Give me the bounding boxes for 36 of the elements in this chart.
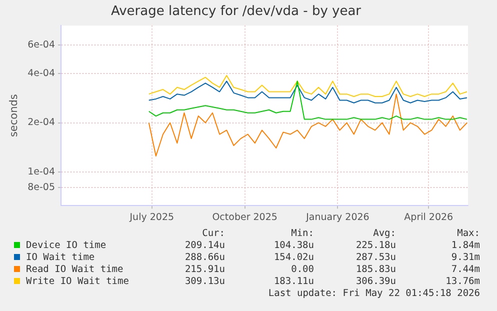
x-tick-label: April 2026: [404, 212, 454, 223]
text: 185.83u: [356, 264, 396, 276]
y-tick-label: 4e-04: [28, 68, 56, 80]
text: 288.66u: [184, 252, 225, 264]
text: 104.38u: [274, 240, 314, 252]
text: 183.11u: [274, 276, 314, 288]
x-tick-label: January 2026: [305, 212, 370, 223]
text: 0.00: [291, 264, 314, 276]
chart-title: Average latency for /dev/vda - by year: [110, 4, 362, 20]
x-tick-label: July 2025: [128, 212, 174, 223]
text: 287.53u: [356, 252, 396, 264]
text: 1.84m: [451, 240, 480, 252]
text: 154.02u: [274, 252, 314, 264]
text: 225.18u: [356, 240, 396, 252]
text: 215.91u: [184, 264, 225, 276]
text: 7.44m: [451, 264, 480, 276]
legend-label: Write IO Wait time: [25, 276, 129, 288]
y-axis-title: seconds: [8, 94, 20, 138]
x-tick-label: October 2025: [212, 212, 278, 223]
y-tick-label: 2e-04: [28, 117, 56, 128]
text: 13.76m: [446, 276, 480, 288]
text: 209.14u: [184, 240, 225, 252]
y-tick-label: 6e-04: [28, 40, 56, 51]
text: 309.13u: [184, 276, 225, 288]
text: Max:: [457, 228, 480, 240]
legend-label: Device IO time: [25, 240, 106, 252]
legend-label: Read IO Wait time: [25, 264, 124, 276]
legend-label: IO Wait time: [25, 252, 95, 264]
y-tick-label: 1e-04: [28, 166, 56, 178]
text: Min:: [291, 228, 314, 240]
text: 9.31m: [451, 252, 480, 264]
text: Avg:: [373, 228, 396, 240]
text: 306.39u: [356, 276, 396, 288]
text: Last update: Fri May 22 01:45:18 2026: [268, 288, 480, 300]
y-tick-label: 8e-05: [28, 182, 56, 194]
text: Cur:: [202, 228, 225, 240]
